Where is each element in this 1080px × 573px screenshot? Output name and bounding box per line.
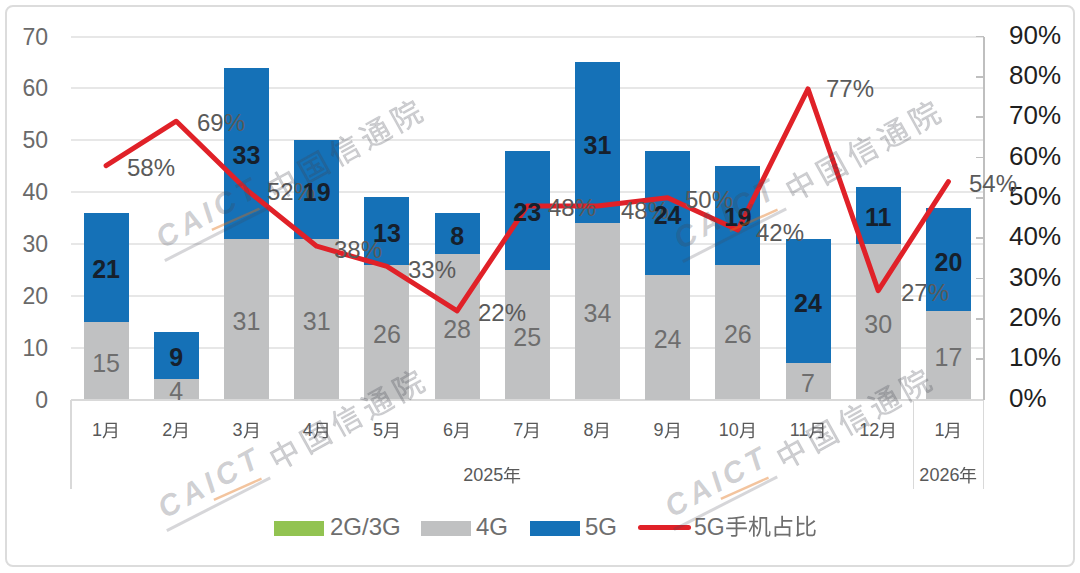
svg-text:CAICT: CAICT [150, 170, 266, 254]
svg-text:CAICT: CAICT [152, 440, 268, 524]
svg-text:CAICT: CAICT [667, 171, 783, 255]
svg-text:CAICT: CAICT [658, 439, 774, 523]
